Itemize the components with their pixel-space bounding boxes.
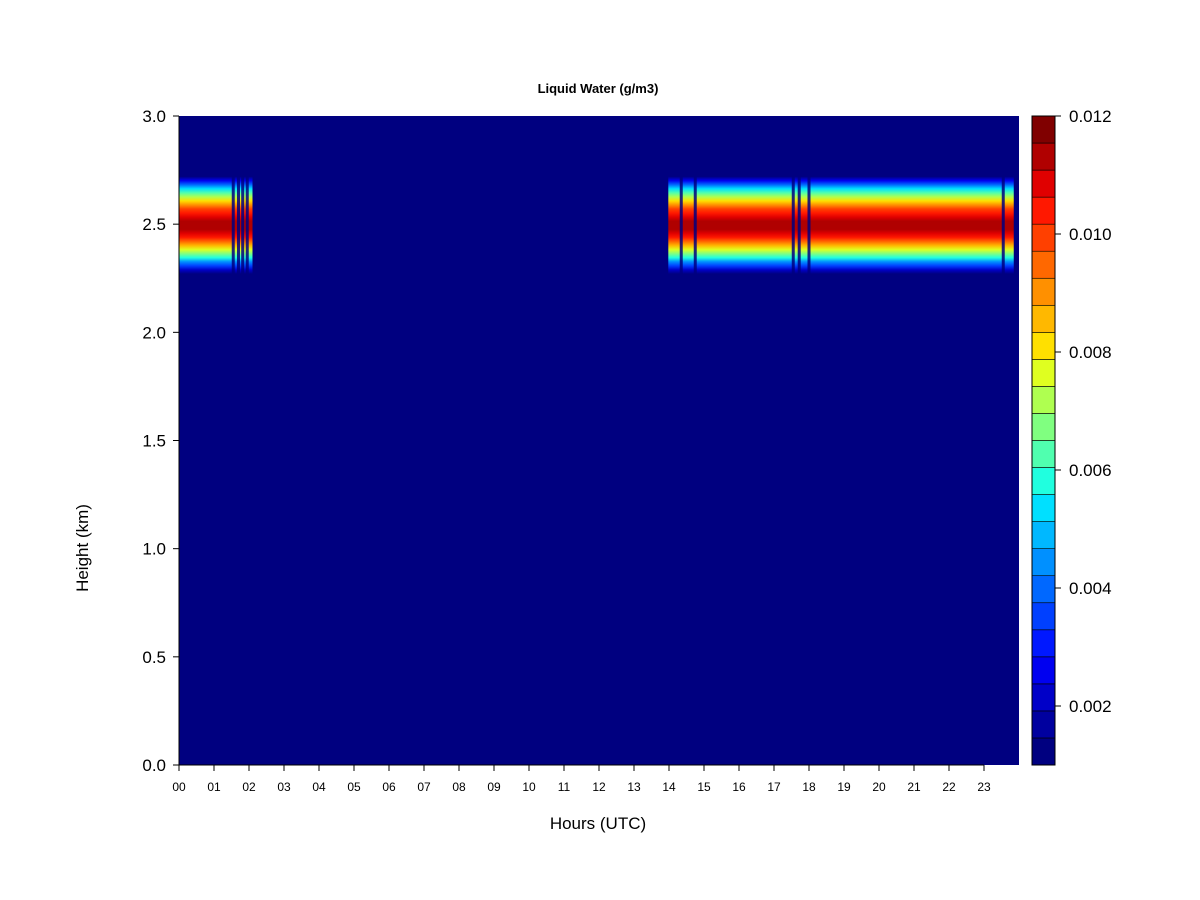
x-tick-label: 14 <box>662 780 676 794</box>
x-tick-label: 04 <box>312 780 326 794</box>
x-tick-label: 10 <box>522 780 536 794</box>
x-tick-label: 18 <box>802 780 816 794</box>
x-tick-label: 19 <box>837 780 851 794</box>
cloud-gap-10 <box>1001 176 1005 274</box>
colorbar-bin <box>1031 575 1056 604</box>
colorbar-bin <box>1031 359 1056 387</box>
y-tick-label: 3.0 <box>142 107 166 126</box>
x-tick-label: 03 <box>277 780 291 794</box>
x-axis-label: Hours (UTC) <box>550 814 646 833</box>
x-tick-label: 15 <box>697 780 711 794</box>
colorbar-bin <box>1031 142 1056 171</box>
colorbar-bin <box>1031 250 1056 279</box>
cloud-gap-6 <box>693 176 697 274</box>
colorbar-tick-label: 0.004 <box>1069 579 1112 598</box>
colorbar-bin <box>1031 737 1056 766</box>
colorbar-bin <box>1031 332 1056 360</box>
colorbar-tick-label: 0.002 <box>1069 697 1112 716</box>
chart-title: Liquid Water (g/m3) <box>538 81 659 96</box>
colorbar-tick-label: 0.006 <box>1069 461 1112 480</box>
colorbar: 0.002 0.004 0.006 0.008 0.010 0.012 <box>1031 107 1112 766</box>
y-tick-label: 0.5 <box>142 648 166 667</box>
x-tick-label: 07 <box>417 780 431 794</box>
x-tick-label: 09 <box>487 780 501 794</box>
cloud-gap-3 <box>241 176 245 274</box>
y-tick-label: 1.5 <box>142 432 166 451</box>
cloud-gap-4 <box>245 176 249 274</box>
x-tick-label: 11 <box>558 780 571 794</box>
colorbar-bin <box>1031 223 1056 252</box>
colorbar-tick-label: 0.012 <box>1069 107 1112 126</box>
cloud-gap-2 <box>237 176 240 274</box>
colorbar-bin <box>1031 304 1056 333</box>
colorbar-frame <box>1031 115 1056 766</box>
cloud-gap-5 <box>679 176 683 274</box>
cloud-gap-8 <box>797 176 801 274</box>
colorbar-bin <box>1031 710 1056 739</box>
cloud-gap-7 <box>791 176 795 274</box>
plot-area <box>179 116 1019 765</box>
x-tick-label: 23 <box>977 780 991 794</box>
x-tick-label: 06 <box>382 780 396 794</box>
colorbar-tick-label: 0.010 <box>1069 225 1112 244</box>
colorbar-bin <box>1031 386 1056 414</box>
y-tick-label: 2.0 <box>142 323 166 342</box>
cloud-layer <box>179 176 1014 274</box>
cloud-segment-1 <box>179 176 253 274</box>
cloud-gap-1 <box>231 176 235 274</box>
colorbar-bin <box>1031 413 1056 441</box>
y-tick-label: 2.5 <box>142 215 166 234</box>
x-tick-label: 17 <box>767 780 781 794</box>
colorbar-bin <box>1031 440 1056 468</box>
colorbar-bin <box>1031 169 1056 198</box>
x-axis: 00 01 02 03 04 05 06 07 08 09 10 11 12 13 14 15 16 17 18 19… <box>172 764 991 794</box>
x-tick-label: 12 <box>592 780 606 794</box>
x-tick-label: 01 <box>207 780 221 794</box>
x-tick-label: 20 <box>872 780 886 794</box>
x-tick-label: 21 <box>907 780 921 794</box>
x-tick-label: 05 <box>347 780 361 794</box>
colorbar-tick-label: 0.008 <box>1069 343 1112 362</box>
y-axis-label: Height (km) <box>73 504 92 592</box>
colorbar-bin <box>1031 277 1056 306</box>
colorbar-bin <box>1031 683 1056 712</box>
x-tick-label: 13 <box>627 780 641 794</box>
x-tick-label: 22 <box>942 780 956 794</box>
y-axis: 0.0 0.5 1.0 1.5 2.0 2.5 3.0 <box>142 107 180 775</box>
cloud-segment-2 <box>668 176 1014 274</box>
colorbar-bin <box>1031 602 1056 631</box>
colorbar-bin <box>1031 656 1056 685</box>
x-tick-label: 08 <box>452 780 466 794</box>
x-tick-label: 16 <box>732 780 746 794</box>
y-tick-label: 0.0 <box>142 756 166 775</box>
x-tick-label: 00 <box>172 780 186 794</box>
y-tick-label: 1.0 <box>142 540 166 559</box>
colorbar-bin <box>1031 196 1056 225</box>
cloud-gap-9 <box>807 176 811 274</box>
colorbar-bin <box>1031 115 1056 144</box>
x-tick-label: 02 <box>242 780 256 794</box>
colorbar-bin <box>1031 467 1056 495</box>
colorbar-bin <box>1031 494 1056 522</box>
colorbar-bin <box>1031 521 1056 549</box>
colorbar-bin <box>1031 548 1056 577</box>
colorbar-bin <box>1031 629 1056 658</box>
